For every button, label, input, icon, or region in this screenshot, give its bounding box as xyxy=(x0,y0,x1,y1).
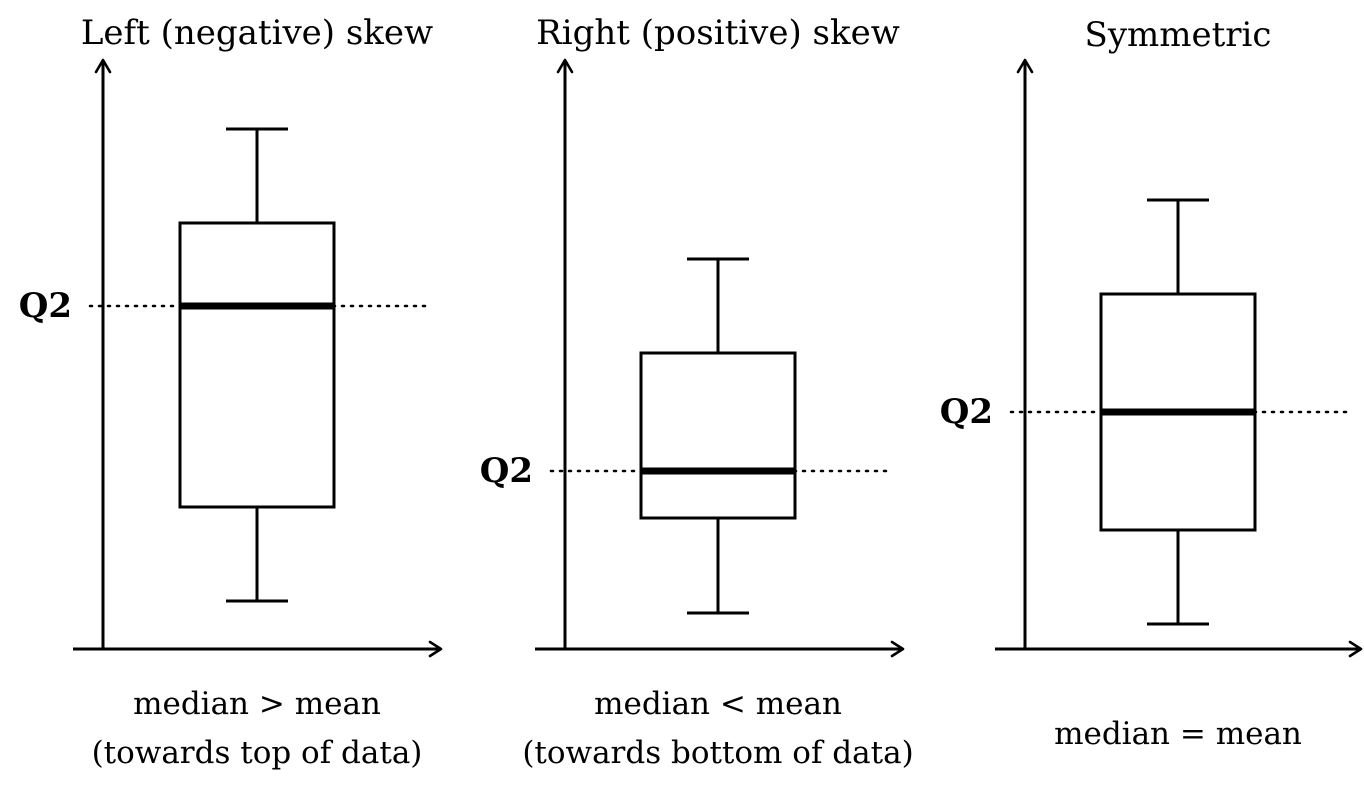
caption-line-1: median = mean xyxy=(1054,716,1302,752)
x-axis-arrowhead xyxy=(890,640,905,658)
y-axis-arrowhead xyxy=(94,58,112,74)
y-axis-arrowhead xyxy=(556,58,574,74)
x-axis-arrowhead xyxy=(1348,640,1363,658)
q2-label: Q2 xyxy=(480,451,533,491)
y-axis-arrowhead xyxy=(1016,58,1034,74)
iqr-box xyxy=(178,221,336,509)
iqr-box xyxy=(639,351,797,520)
x-axis-arrowhead xyxy=(428,640,443,658)
panel-right-skew: Right (positive) skew Q2 median < mean (… xyxy=(480,13,914,771)
panel-title: Left (negative) skew xyxy=(81,13,433,53)
panel-title: Right (positive) skew xyxy=(536,13,900,53)
panel-symmetric: Symmetric Q2 median = mean xyxy=(940,15,1363,752)
q2-label: Q2 xyxy=(940,392,993,432)
caption-line-1: median < mean xyxy=(594,686,842,722)
caption-line-2: (towards top of data) xyxy=(92,735,423,771)
q2-label: Q2 xyxy=(19,286,72,326)
panel-title: Symmetric xyxy=(1085,15,1272,55)
caption-line-1: median > mean xyxy=(133,686,381,722)
panel-left-skew: Left (negative) skew Q2 median > mean (t… xyxy=(19,13,443,771)
caption-line-2: (towards bottom of data) xyxy=(522,735,913,771)
